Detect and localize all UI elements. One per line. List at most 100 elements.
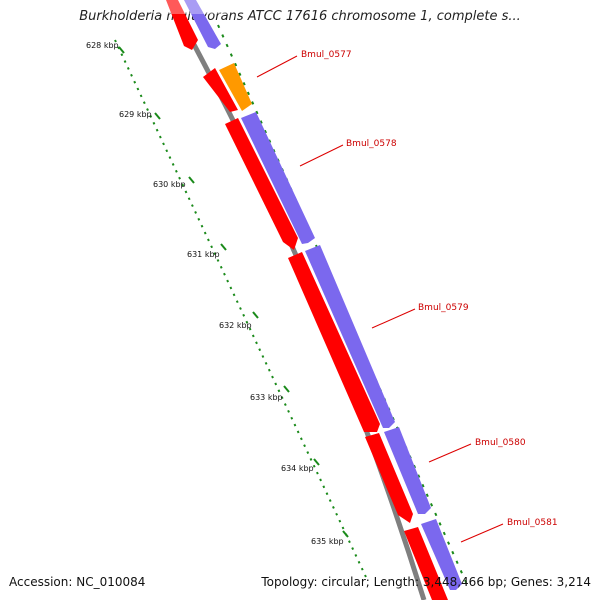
scale-dot — [221, 34, 225, 38]
scale-dot — [425, 493, 429, 498]
scale-dot — [268, 139, 272, 143]
scale-dot — [251, 334, 255, 338]
cds-feature[interactable] — [166, 0, 198, 50]
scale-dot — [194, 211, 197, 214]
scale-dot — [174, 169, 178, 173]
scale-dot — [434, 512, 438, 517]
gene-label-bmul-0580[interactable]: Bmul_0580 — [475, 438, 526, 448]
scale-dot — [152, 121, 156, 125]
chromosome-backbone — [167, 0, 427, 600]
tick-mark — [252, 311, 259, 319]
scale-dot — [322, 485, 326, 489]
scale-dot — [114, 39, 117, 43]
scale-dot — [283, 403, 287, 406]
cds-feature[interactable] — [288, 252, 380, 432]
scale-dot — [263, 129, 267, 134]
scale-dot — [328, 499, 332, 502]
scale-dot — [309, 457, 313, 461]
scale-dot — [239, 307, 242, 310]
scale-dot — [306, 451, 310, 454]
scale-dot — [149, 115, 153, 118]
scale-dot — [271, 375, 274, 379]
scale-dot — [235, 300, 239, 304]
scale-dot — [319, 478, 322, 482]
gene-label-bmul-0579[interactable]: Bmul_0579 — [418, 303, 469, 313]
scale-dot — [430, 503, 434, 507]
scale-dot — [348, 540, 351, 544]
kbp-ticks: 628 kbp 629 kbp 630 kbp 631 kbp 632 kbp … — [86, 41, 349, 546]
scale-dot — [246, 91, 250, 96]
scale-dot — [171, 163, 175, 166]
scale-dot — [184, 190, 188, 194]
scale-dot — [226, 279, 230, 283]
scale-dot — [232, 293, 236, 297]
tick-mark — [313, 458, 320, 466]
cds-feature[interactable] — [225, 118, 298, 250]
scale-dot — [255, 110, 259, 115]
scale-dot — [464, 579, 468, 584]
scale-dot — [213, 252, 217, 256]
scale-dot — [277, 389, 281, 393]
scale-dot — [312, 464, 316, 468]
tick-label-635: 635 kbp — [311, 537, 344, 546]
gene-label-leaders — [256, 55, 504, 543]
scale-dot — [223, 272, 226, 276]
scale-dot — [299, 437, 303, 441]
gene-label-bmul-0577[interactable]: Bmul_0577 — [301, 50, 352, 60]
scale-dot — [191, 204, 194, 208]
gene-feature[interactable] — [421, 519, 462, 590]
leader-line — [299, 144, 344, 167]
scale-dot — [451, 550, 455, 555]
scale-dot — [203, 231, 207, 235]
scale-dot — [316, 471, 319, 475]
scale-dot — [259, 120, 263, 124]
scale-dot — [130, 73, 133, 77]
scale-dot — [459, 570, 463, 574]
cds-strand — [166, 0, 448, 600]
scale-dot — [417, 474, 421, 478]
scale-dot — [158, 135, 162, 139]
scale-dot — [447, 541, 451, 545]
gene-feature[interactable] — [241, 112, 315, 244]
scale-dot — [162, 142, 165, 146]
scale-dot — [229, 286, 233, 290]
scale-dot — [139, 94, 143, 98]
scale-dot — [216, 259, 220, 262]
scale-dot — [264, 361, 268, 365]
scale-dot — [341, 526, 345, 530]
scale-dot — [210, 245, 213, 249]
scale-dot — [438, 522, 442, 526]
leader-line — [428, 443, 472, 463]
scale-dot — [200, 224, 204, 228]
tick-label-631: 631 kbp — [187, 250, 220, 259]
tick-label-634: 634 kbp — [281, 464, 314, 473]
scale-dot — [136, 87, 140, 91]
cds-feature[interactable] — [203, 68, 238, 112]
scale-dot — [296, 430, 300, 434]
gene-label-bmul-0581[interactable]: Bmul_0581 — [507, 518, 558, 528]
scale-dot — [354, 553, 358, 557]
tick-mark — [188, 176, 195, 184]
scale-dot — [197, 217, 201, 221]
scale-dot — [332, 505, 335, 509]
tick-label-633: 633 kbp — [250, 393, 283, 402]
scale-dot — [155, 128, 159, 132]
cds-feature[interactable] — [404, 527, 448, 600]
gene-strand — [184, 0, 462, 590]
scale-dot — [251, 101, 255, 105]
scale-dot — [293, 423, 297, 427]
highlighted-gene[interactable] — [219, 63, 252, 111]
scale-dot — [455, 560, 459, 565]
tick-label-630: 630 kbp — [153, 180, 186, 189]
scale-dot — [364, 574, 367, 578]
gene-feature[interactable] — [384, 427, 431, 514]
gene-feature[interactable] — [184, 0, 221, 49]
tick-mark — [283, 385, 290, 393]
cds-feature[interactable] — [365, 433, 413, 523]
scale-dot — [335, 512, 338, 516]
gene-label-bmul-0578[interactable]: Bmul_0578 — [346, 139, 397, 149]
gene-feature[interactable] — [305, 245, 395, 428]
scale-dot — [242, 82, 246, 86]
tick-label-632: 632 kbp — [219, 321, 252, 330]
